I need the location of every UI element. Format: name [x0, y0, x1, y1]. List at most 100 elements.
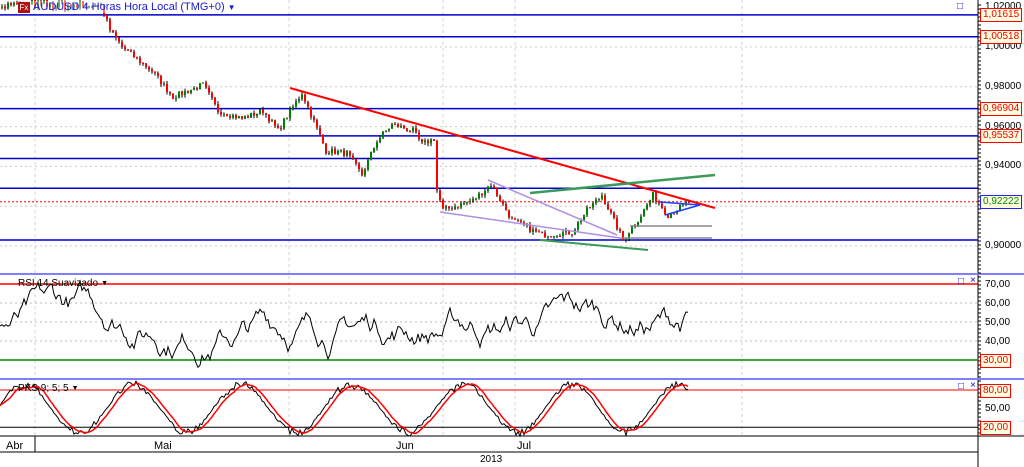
candle-body [172, 93, 174, 99]
candle-body [514, 218, 516, 220]
candle-body [460, 203, 462, 208]
candle-body [415, 127, 417, 133]
caret-down-icon[interactable]: ▼ [227, 2, 236, 12]
candle-body [370, 152, 372, 160]
candle-body [412, 127, 414, 131]
candle-body [526, 224, 528, 226]
wedge-lower-line [439, 211, 621, 239]
candle-body [286, 118, 288, 120]
candle-body [571, 234, 573, 236]
candle-body [379, 137, 381, 143]
candle-body [67, 4, 69, 11]
candle-body [472, 198, 474, 202]
candle-body [199, 83, 201, 90]
candle-body [88, 6, 90, 8]
candle-body [361, 169, 363, 176]
candle-body [157, 72, 159, 77]
candle-body [13, 2, 15, 6]
candle-body [685, 202, 687, 204]
candle-body [175, 98, 177, 100]
candle-body [310, 106, 312, 118]
candle-body [664, 208, 666, 214]
candle-body [40, 0, 42, 4]
candle-body [181, 91, 183, 95]
candle-body [256, 113, 258, 116]
candle-body [436, 140, 438, 191]
candle-body [661, 203, 663, 209]
candle-body [73, 4, 75, 8]
candle-body [478, 193, 480, 199]
candle-body [337, 151, 339, 154]
price-tick-label: 0,94000 [985, 160, 1022, 172]
rsi-tick-50: 50,00 [985, 317, 1011, 328]
candle-body [679, 204, 681, 211]
candle-body [388, 128, 390, 131]
candle-body [604, 195, 606, 205]
candle-body [553, 236, 555, 238]
candle-body [193, 87, 195, 90]
candle-body [223, 114, 225, 116]
candle-body [463, 203, 465, 205]
candle-body [658, 201, 660, 204]
candle-body [538, 231, 540, 233]
resistance-trendline [289, 87, 716, 209]
candle-body [100, 4, 102, 6]
candle-body [85, 7, 87, 9]
candle-body [475, 198, 477, 200]
candle-body [232, 114, 234, 118]
candle-body [508, 210, 510, 218]
candle-body [646, 204, 648, 210]
candle-body [154, 71, 156, 73]
level-price-tag: 1,00518 [980, 29, 1023, 44]
candle-body [325, 143, 327, 154]
candle-body [16, 2, 18, 4]
candle-body [226, 114, 228, 117]
stoch-title: PKS 9; 5; 5 [18, 383, 69, 394]
candle-body [166, 83, 168, 92]
level-price-tag: 0,96904 [980, 101, 1023, 116]
candle-body [550, 236, 552, 238]
level-price-tag: 1,01615 [980, 7, 1023, 22]
candle-body [640, 216, 642, 222]
candle-body [94, 5, 96, 7]
candle-body [382, 131, 384, 138]
candle-body [4, 6, 6, 9]
rsi-label[interactable]: RSI 14 Suavizado ▼ [18, 278, 108, 289]
candle-body [376, 142, 378, 149]
candle-body [352, 155, 354, 160]
candle-body [511, 217, 513, 219]
candle-body [124, 46, 126, 50]
caret-down-icon[interactable]: ▼ [101, 280, 108, 287]
candle-body [547, 236, 549, 238]
triangle-line [664, 204, 701, 216]
candle-body [493, 186, 495, 189]
candle-body [259, 109, 261, 114]
month-abr: Abr [6, 440, 24, 452]
candle-body [631, 226, 633, 234]
candle-body [121, 41, 123, 47]
candle-body [562, 232, 564, 237]
stoch-label[interactable]: PKS 9; 5; 5 ▼ [18, 383, 79, 394]
candle-body [163, 83, 165, 85]
chart-title[interactable]: Fx AUDUSD 4 Horas Hora Local (TMG+0) ▼ [18, 1, 236, 13]
candle-body [580, 220, 582, 223]
candle-body [196, 87, 198, 90]
candle-body [289, 108, 291, 119]
caret-down-icon[interactable]: ▼ [71, 385, 79, 392]
candle-body [31, 0, 33, 4]
candle-body [583, 214, 585, 221]
candle-body [235, 114, 237, 119]
stoch-maximize-button[interactable]: □ [958, 381, 965, 392]
stoch-close-button[interactable]: × [970, 380, 976, 391]
candle-body [301, 94, 303, 99]
candle-body [64, 1, 66, 11]
maximize-main-button[interactable]: □ [957, 1, 964, 12]
rsi-maximize-button[interactable]: □ [958, 276, 965, 287]
candle-body [265, 112, 267, 115]
candle-body [655, 192, 657, 202]
candle-body [610, 209, 612, 213]
candle-body [109, 19, 111, 31]
rsi-close-button[interactable]: × [970, 275, 976, 286]
candle-body [556, 236, 558, 238]
